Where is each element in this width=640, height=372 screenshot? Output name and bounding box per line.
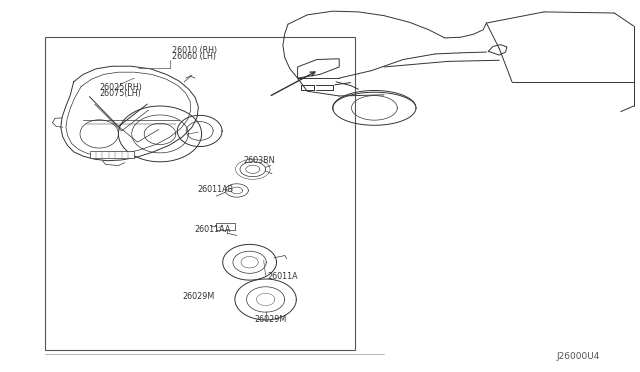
Text: 26011A: 26011A bbox=[268, 272, 298, 280]
Text: 26011AB: 26011AB bbox=[197, 185, 233, 194]
Bar bbox=[45, 37, 355, 350]
Text: 26011AA: 26011AA bbox=[194, 225, 230, 234]
Text: J26000U4: J26000U4 bbox=[557, 352, 600, 361]
Text: 2603BN: 2603BN bbox=[243, 156, 275, 165]
Text: 26060 (LH): 26060 (LH) bbox=[172, 52, 216, 61]
Text: 26075(LH): 26075(LH) bbox=[99, 89, 141, 98]
Text: 26029M: 26029M bbox=[255, 315, 287, 324]
Bar bbox=[90, 151, 134, 158]
Text: 26029M: 26029M bbox=[182, 292, 214, 301]
Text: 26025(RH): 26025(RH) bbox=[99, 83, 142, 92]
Text: 26010 (RH): 26010 (RH) bbox=[172, 46, 217, 55]
